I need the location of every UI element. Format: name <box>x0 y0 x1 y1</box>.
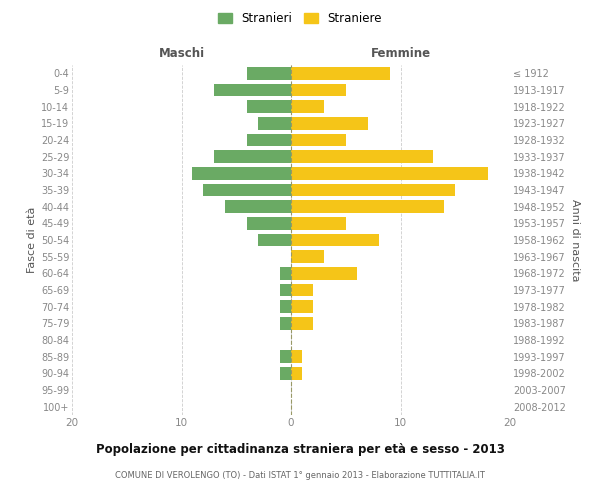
Text: Femmine: Femmine <box>370 47 431 60</box>
Bar <box>291 134 346 146</box>
Bar <box>291 117 368 130</box>
Bar <box>291 84 346 96</box>
Bar <box>226 200 291 213</box>
Bar <box>247 217 291 230</box>
Legend: Stranieri, Straniere: Stranieri, Straniere <box>214 8 386 28</box>
Bar <box>291 67 389 80</box>
Bar <box>258 234 291 246</box>
Bar <box>291 217 346 230</box>
Text: Maschi: Maschi <box>158 47 205 60</box>
Bar <box>247 134 291 146</box>
Text: Popolazione per cittadinanza straniera per età e sesso - 2013: Popolazione per cittadinanza straniera p… <box>95 442 505 456</box>
Bar <box>247 100 291 113</box>
Bar <box>214 84 291 96</box>
Bar <box>291 200 445 213</box>
Y-axis label: Anni di nascita: Anni di nascita <box>570 198 580 281</box>
Bar <box>291 267 357 280</box>
Bar <box>247 67 291 80</box>
Bar <box>280 367 291 380</box>
Bar <box>291 350 302 363</box>
Bar <box>291 150 433 163</box>
Bar <box>214 150 291 163</box>
Bar <box>203 184 291 196</box>
Bar <box>193 167 291 179</box>
Bar <box>280 267 291 280</box>
Bar <box>291 250 324 263</box>
Bar <box>291 300 313 313</box>
Bar <box>291 317 313 330</box>
Bar <box>291 234 379 246</box>
Text: COMUNE DI VEROLENGO (TO) - Dati ISTAT 1° gennaio 2013 - Elaborazione TUTTITALIA.: COMUNE DI VEROLENGO (TO) - Dati ISTAT 1°… <box>115 472 485 480</box>
Bar <box>280 317 291 330</box>
Bar <box>280 300 291 313</box>
Bar <box>280 284 291 296</box>
Bar <box>291 284 313 296</box>
Y-axis label: Fasce di età: Fasce di età <box>26 207 37 273</box>
Bar <box>280 350 291 363</box>
Bar <box>291 100 324 113</box>
Bar <box>291 184 455 196</box>
Bar <box>291 367 302 380</box>
Bar <box>258 117 291 130</box>
Bar <box>291 167 488 179</box>
